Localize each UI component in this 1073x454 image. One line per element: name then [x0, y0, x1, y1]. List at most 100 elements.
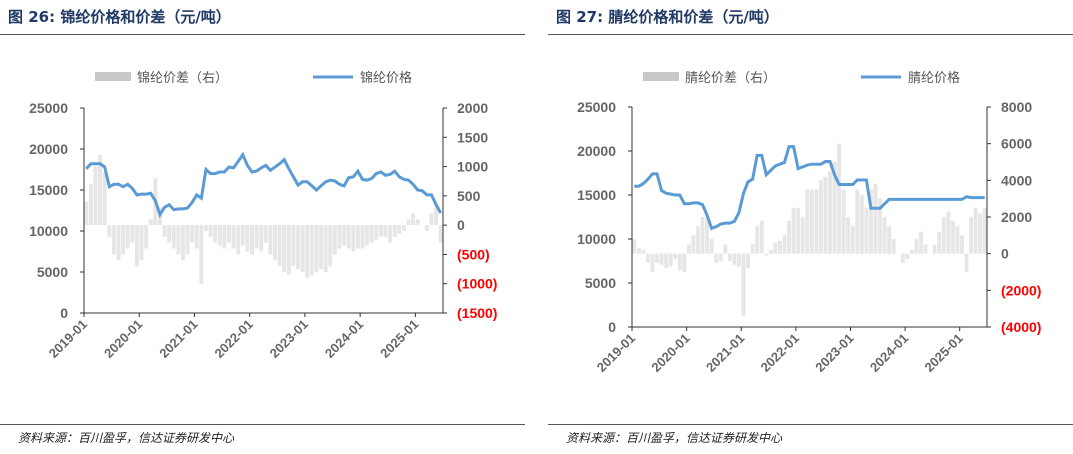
spread-bar [709, 239, 714, 254]
left-tick-label: 15000 [29, 182, 68, 198]
spread-bar [434, 207, 439, 226]
spread-bar [727, 253, 732, 261]
spread-bar [406, 219, 411, 226]
spread-bar [750, 244, 755, 254]
x-tick-label: 2020-01 [648, 331, 692, 375]
spread-bar [636, 248, 641, 254]
divider [0, 34, 525, 35]
x-tick-label: 2023-01 [267, 317, 311, 361]
spread-bar [841, 189, 846, 254]
spread-bar [116, 225, 121, 261]
spread-bar [655, 253, 659, 263]
right-tick-label: 500 [457, 188, 481, 204]
legend-label: 锦纶价格 [360, 70, 412, 85]
spread-bar [941, 217, 946, 254]
spread-bar [864, 207, 869, 254]
spread-bar [937, 231, 942, 254]
spread-bar [682, 253, 687, 272]
spread-bar [130, 225, 135, 243]
spread-bar [805, 189, 810, 254]
spread-bar [162, 225, 167, 237]
spread-bar [960, 235, 964, 254]
spread-bar [873, 184, 878, 254]
spread-bar [217, 225, 222, 246]
chart-panel-nylon: 图 26: 锦纶价格和价差（元/吨） 锦纶价差（右） 锦纶价格 25000 20000… [0, 0, 525, 454]
x-tick-label: 2021-01 [156, 317, 200, 361]
spread-bar [254, 225, 259, 249]
right-tick-label: (1500) [457, 305, 497, 321]
legend-label: 腈纶价格 [908, 70, 960, 85]
chart-title: 图 26: 锦纶价格和价差（元/吨） [8, 8, 231, 26]
right-tick-label: 2000 [1001, 209, 1032, 225]
spread-bar [397, 225, 402, 234]
spread-bar [240, 225, 245, 246]
spread-bar [768, 250, 773, 254]
legend-bar-swatch [643, 72, 679, 81]
spread-bar [346, 225, 351, 249]
spread-bar [850, 226, 855, 254]
right-tick-label: 2000 [457, 100, 488, 116]
right-tick-label: 1500 [457, 129, 488, 145]
spread-bar [332, 225, 337, 255]
legend-bar-swatch [95, 72, 131, 81]
x-tick-label: 2019-01 [594, 331, 638, 375]
x-tick-label: 2021-01 [703, 331, 747, 375]
spread-bar [659, 253, 664, 265]
spread-bar [923, 244, 928, 254]
spread-bar [236, 225, 241, 255]
spread-bar [296, 225, 300, 270]
spread-bar [213, 225, 218, 243]
left-tick-label: 0 [60, 305, 68, 321]
spread-bar [84, 201, 89, 226]
spread-bar [360, 225, 365, 249]
spread-bar [222, 225, 227, 249]
spread-bar [185, 225, 190, 255]
spread-bar [268, 225, 273, 255]
spread-bar [891, 239, 896, 254]
spread-bar [909, 250, 914, 254]
spread-bar [337, 225, 342, 249]
spread-bar [314, 225, 319, 272]
left-tick-label: 25000 [29, 100, 68, 116]
left-tick-label: 20000 [29, 141, 68, 157]
left-tick-label: 25000 [577, 99, 616, 115]
spread-bar [964, 253, 969, 272]
spread-bar [714, 253, 719, 263]
spread-bar [973, 207, 978, 254]
right-tick-label: (2000) [1001, 282, 1041, 298]
spread-bar [319, 225, 323, 270]
spread-bar [641, 250, 646, 254]
spread-bar [88, 184, 93, 226]
spread-bar [180, 225, 185, 261]
spread-bar [664, 253, 669, 269]
spread-bar [691, 235, 696, 254]
left-tick-label: 10000 [577, 231, 616, 247]
spread-bar [782, 235, 787, 254]
chart-panel-acrylic: 图 27: 腈纶价格和价差（元/吨） 腈纶价差（右） 腈纶价格 25000 20000… [548, 0, 1073, 454]
spread-bar [392, 225, 397, 237]
legend-label: 腈纶价差（右） [685, 70, 776, 85]
left-tick-label: 10000 [29, 223, 68, 239]
spread-bar [800, 217, 805, 254]
spread-bar [415, 219, 420, 226]
spread-bar [764, 253, 769, 256]
spread-bar [204, 225, 208, 231]
spread-bar [167, 225, 172, 243]
spread-bar [846, 217, 851, 254]
spread-bar [946, 211, 951, 254]
spread-bar [286, 225, 291, 275]
chart-nylon: 锦纶价差（右） 锦纶价格25000200001500010000500002000… [29, 70, 497, 361]
spread-bar [351, 225, 356, 252]
spread-bar [705, 217, 710, 254]
chart-acrylic: 腈纶价差（右） 腈纶价格25000200001500010000500008000… [577, 70, 1041, 375]
spread-bar [869, 189, 873, 254]
price-line [634, 145, 985, 231]
spread-bar [102, 172, 107, 226]
spread-bar [696, 226, 700, 254]
spread-bar [741, 253, 746, 316]
spread-bar [245, 225, 250, 252]
spread-bar [650, 253, 655, 272]
right-tick-label: 0 [457, 217, 465, 233]
spread-bar [832, 162, 837, 254]
spread-bar [388, 225, 393, 243]
